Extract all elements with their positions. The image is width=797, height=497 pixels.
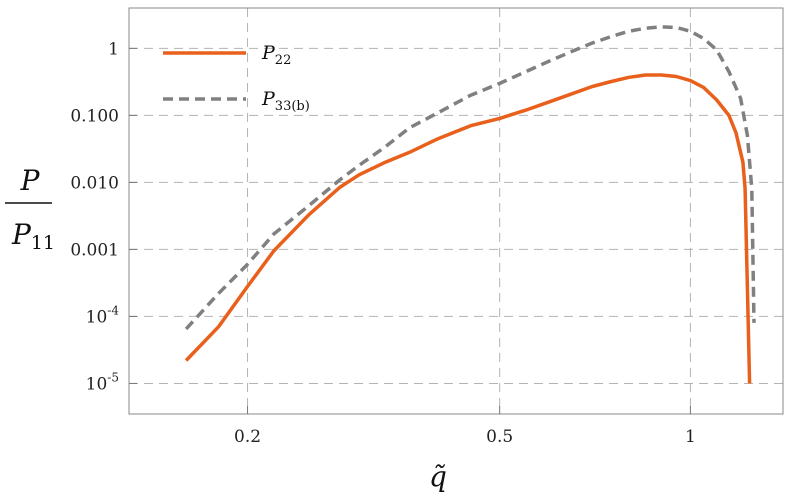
y-tick-label: 1 bbox=[108, 39, 119, 59]
x-axis-label: q̃ bbox=[429, 460, 447, 493]
y-tick-label: 0.001 bbox=[70, 240, 119, 260]
y-tick-label: 0.010 bbox=[70, 173, 119, 193]
y-axis-label-denominator: P11 bbox=[11, 218, 55, 254]
legend-label-0: P22 bbox=[261, 42, 291, 68]
y-axis-label-denominator-main: P bbox=[11, 218, 32, 251]
y-tick-label-base: 0.010 bbox=[70, 173, 119, 193]
legend-label-1: P33(b) bbox=[261, 88, 310, 114]
y-tick-label: 0.100 bbox=[70, 106, 119, 126]
series-line-1 bbox=[184, 25, 756, 331]
y-tick-label: 10-5 bbox=[86, 370, 119, 394]
legend-label-sub: 33(b) bbox=[275, 99, 310, 114]
y-tick-label-exponent: -5 bbox=[107, 370, 119, 384]
y-axis-label-denominator-sub: 11 bbox=[31, 232, 55, 254]
y-tick-label: 10-4 bbox=[86, 303, 120, 327]
series-line-0 bbox=[184, 73, 752, 384]
y-axis-label: P P11 bbox=[5, 164, 55, 254]
legend-label-name: P bbox=[261, 88, 276, 110]
legend-label-name: P bbox=[261, 42, 276, 64]
y-tick-label-base: 10 bbox=[86, 374, 108, 394]
series-lines bbox=[184, 25, 756, 384]
x-tick-label: 0.5 bbox=[486, 427, 513, 447]
y-tick-label-base: 0.100 bbox=[70, 106, 119, 126]
x-tick-label: 0.2 bbox=[234, 427, 261, 447]
grid-lines bbox=[129, 8, 783, 414]
y-tick-label-base: 10 bbox=[86, 307, 108, 327]
legend-label-sub: 22 bbox=[275, 53, 292, 68]
y-tick-label-base: 1 bbox=[108, 39, 119, 59]
y-tick-label-exponent: -4 bbox=[107, 303, 119, 317]
y-tick-label-base: 0.001 bbox=[70, 240, 119, 260]
x-tick-label: 1 bbox=[685, 427, 696, 447]
plot-frame bbox=[128, 7, 784, 415]
y-axis-label-numerator: P bbox=[20, 164, 41, 197]
